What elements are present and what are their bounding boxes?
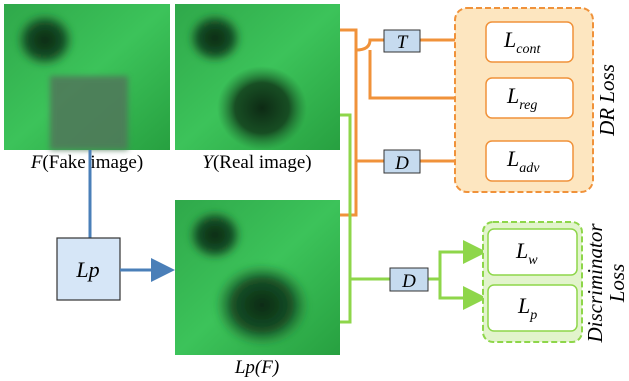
real-label: (Real image) [213,152,312,173]
diagram: F(Fake image) Y(Real image) Lp(F) Lp T D… [0,0,629,381]
d-label: D [394,153,409,174]
loss-symbol: L [506,146,519,171]
fake-label: (Fake image) [42,152,143,173]
fake-caption: F(Fake image) [30,152,143,173]
loss-box [488,229,577,275]
page: {"images": [{"symbol": "F", "caption": "… [0,0,629,381]
dr-loss-title: DR Loss [595,64,619,137]
loss-sub: cont [516,42,541,57]
disc-loss-title: Loss [605,264,629,304]
real-caption: Y(Real image) [202,152,311,173]
d-label: D [401,271,416,292]
t-label: T [397,32,409,53]
lp-caption: Lp(F) [234,357,279,378]
real-image [175,4,340,150]
loss-sub: adv [519,161,540,176]
fake-image [4,4,170,150]
dr-terms: Lcont Lreg Ladv [486,22,573,181]
loss-sub: w [528,253,538,268]
loss-sub: reg [519,98,537,113]
loss-sub: p [529,308,537,323]
disc-loss-title: Discriminator [583,223,607,344]
lp-label: Lp [75,257,99,282]
lp-image [175,200,340,355]
loss-symbol: L [506,83,519,108]
loss-symbol: L [515,238,528,263]
loss-symbol: L [517,293,530,318]
fake-symbol: F [30,152,43,173]
loss-symbol: L [503,27,516,52]
